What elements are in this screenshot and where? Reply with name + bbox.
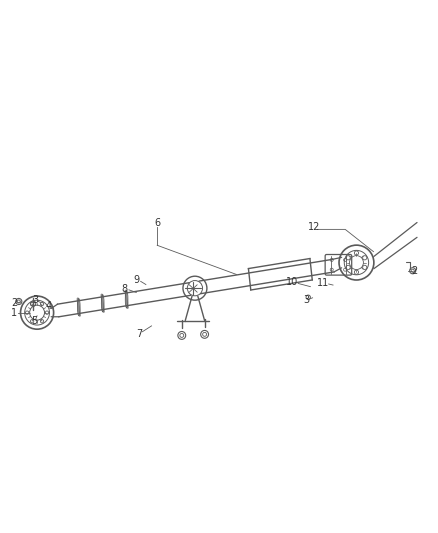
Text: 12: 12 — [307, 222, 320, 232]
Text: 9: 9 — [133, 275, 139, 285]
Text: 1: 1 — [11, 308, 18, 318]
Text: 5: 5 — [31, 316, 37, 326]
Text: 7: 7 — [137, 329, 143, 340]
Text: 11: 11 — [317, 278, 329, 288]
Text: 8: 8 — [121, 284, 127, 294]
Text: 4: 4 — [45, 301, 51, 311]
Text: 2: 2 — [11, 297, 18, 308]
Text: 6: 6 — [154, 218, 160, 228]
Text: 2: 2 — [412, 266, 418, 276]
Text: 10: 10 — [286, 277, 298, 287]
Text: 3: 3 — [32, 295, 39, 305]
Text: 3: 3 — [303, 295, 309, 305]
